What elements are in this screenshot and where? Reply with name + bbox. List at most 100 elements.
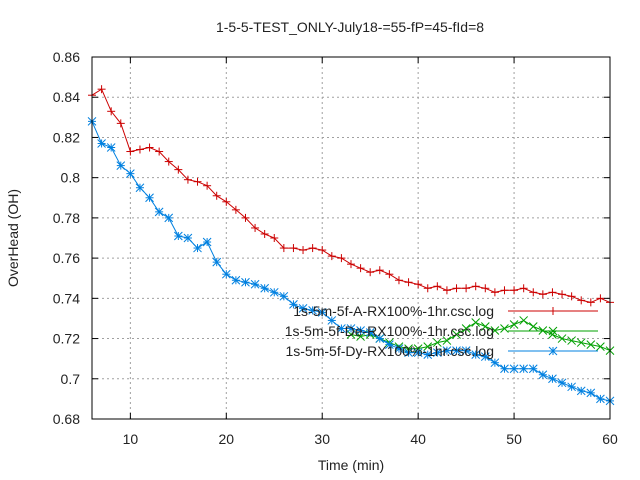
data-point [193, 243, 202, 253]
data-point [586, 340, 596, 349]
data-point [423, 342, 433, 351]
data-point [548, 346, 558, 356]
data-point [251, 223, 260, 232]
y-tick-label: 0.72 [53, 331, 80, 347]
data-point [260, 229, 269, 238]
data-point [308, 306, 317, 315]
plot-frame [91, 56, 611, 420]
data-point [471, 282, 480, 291]
x-axis-label: Time (min) [318, 457, 384, 473]
x-tick-label: 30 [314, 431, 330, 447]
data-point [289, 300, 298, 309]
axes: 0.68 0.7 0.72 0.74 0.76 0.78 0.8 0.82 0.84 0.86 10… [53, 49, 618, 447]
data-point [558, 290, 567, 299]
data-point [519, 316, 529, 325]
data-point [596, 394, 605, 404]
data-point [471, 350, 481, 359]
data-point [586, 388, 596, 398]
data-point [203, 181, 212, 190]
data-point [164, 213, 174, 223]
data-point [183, 175, 192, 184]
y-tick-label: 0.74 [53, 290, 80, 306]
y-tick-label: 0.78 [53, 210, 80, 226]
series-line [91, 88, 611, 303]
data-point [346, 324, 356, 333]
data-point [577, 296, 586, 305]
y-tick-label: 0.7 [61, 371, 81, 387]
data-point [193, 177, 202, 186]
data-point [576, 338, 586, 347]
series-1 [88, 85, 614, 307]
data-point [461, 346, 471, 355]
data-point [385, 270, 394, 279]
data-point [423, 284, 432, 293]
data-point [528, 322, 538, 331]
data-point [164, 157, 173, 166]
data-point [155, 147, 164, 156]
series-line [350, 319, 611, 352]
data-point [260, 283, 270, 293]
data-point [298, 304, 308, 313]
y-tick-label: 0.8 [61, 170, 81, 186]
data-point [317, 308, 327, 317]
data-point [337, 254, 346, 263]
data-point [519, 284, 528, 293]
data-point [97, 139, 106, 148]
data-point [519, 364, 529, 374]
data-point [279, 244, 288, 253]
y-axis-label: OverHead (OH) [5, 189, 21, 287]
data-point [548, 330, 557, 339]
data-point [586, 298, 595, 307]
data-point [250, 279, 260, 289]
data-point [596, 342, 605, 351]
data-point [433, 282, 442, 291]
data-point [231, 275, 241, 285]
y-tick-label: 0.86 [53, 49, 80, 65]
data-point [327, 252, 336, 261]
y-tick-label: 0.76 [53, 250, 80, 266]
data-point [480, 322, 490, 331]
legend-label: 1s-5m-5f-Dy-RX100%-1hr.csc.log [285, 343, 494, 359]
data-point [145, 143, 154, 152]
data-point [549, 307, 557, 315]
data-point [116, 161, 126, 170]
data-point [212, 191, 221, 200]
x-tick-label: 20 [219, 431, 235, 447]
data-point [221, 269, 231, 279]
chart-title: 1-5-5-TEST_ONLY-July18-=55-fP=45-fId=8 [216, 19, 484, 35]
data-point [212, 257, 222, 267]
data-point [548, 374, 557, 384]
data-point [500, 286, 509, 295]
data-point [366, 268, 375, 277]
data-point [557, 378, 567, 388]
data-point [567, 382, 576, 392]
data-point [365, 328, 375, 337]
data-point [174, 165, 183, 174]
data-point [548, 288, 557, 297]
data-point [241, 213, 250, 222]
data-point [241, 277, 250, 287]
data-point [145, 193, 154, 203]
data-point [567, 292, 576, 301]
data-point [490, 358, 500, 368]
data-point [279, 291, 289, 301]
data-point [222, 197, 231, 206]
y-tick-label: 0.68 [53, 411, 80, 427]
data-point [490, 326, 500, 335]
data-point [452, 330, 461, 339]
data-point [442, 336, 452, 345]
data-point [413, 348, 423, 357]
x-tick-label: 10 [123, 431, 139, 447]
data-point [432, 338, 442, 347]
data-point [135, 183, 145, 193]
data-point [308, 244, 317, 253]
data-point [576, 386, 586, 396]
legend-label: 1s-5m-5f-A-RX100%-1hr.csc.log [293, 303, 494, 319]
data-point [442, 286, 451, 295]
data-point [528, 364, 538, 374]
data-point [347, 260, 355, 269]
data-point [126, 147, 135, 156]
data-point [423, 350, 433, 359]
data-point [337, 324, 346, 333]
